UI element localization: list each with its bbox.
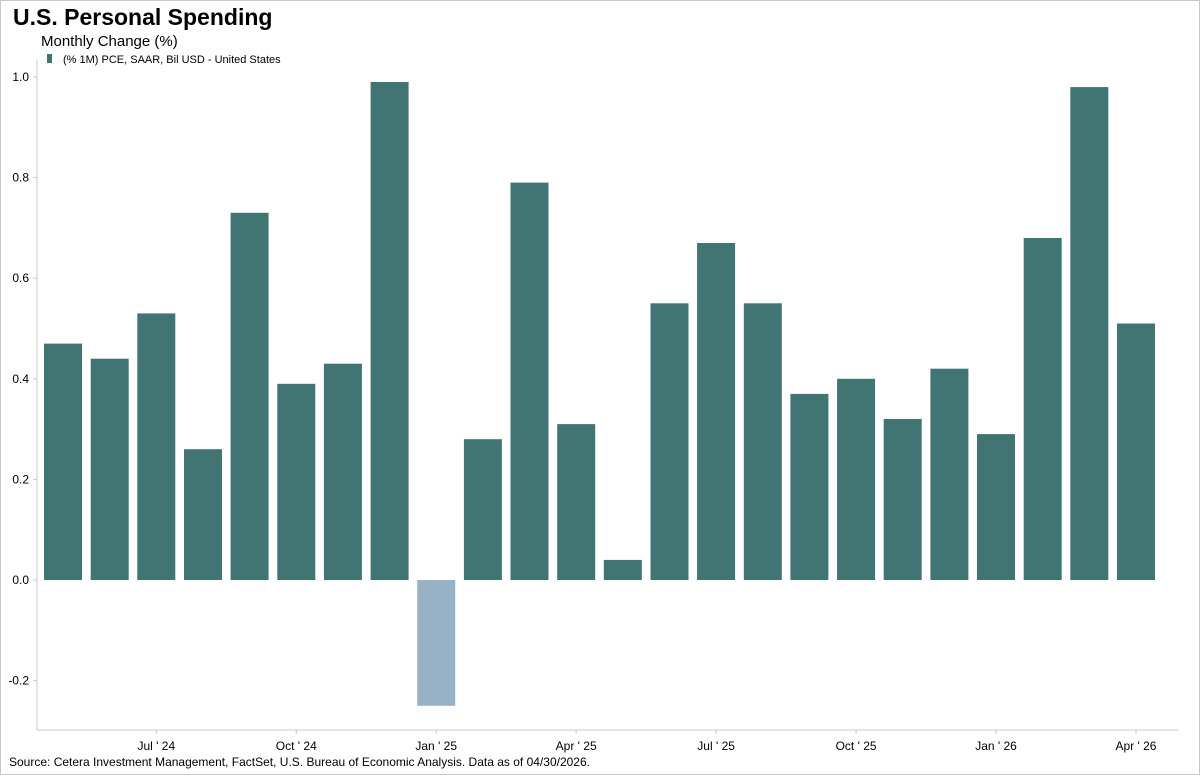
bar-feb-26 [1023,238,1062,580]
bar-nov-25 [883,419,922,580]
x-tick-label: Jul ' 25 [697,739,735,753]
y-tick-label: 0.8 [12,171,29,185]
y-tick-label: 0.4 [12,372,29,386]
bar-dec-24 [370,82,409,580]
y-tick-label: 0.2 [12,472,29,486]
source-note: Source: Cetera Investment Management, Fa… [9,755,590,769]
bar-jul-25 [697,243,736,580]
chart-title: U.S. Personal Spending [13,4,273,30]
bar-mar-26 [1070,87,1109,580]
bar-aug-25 [743,303,782,580]
x-axis-ticks: Jul ' 24 Oct ' 24 Jan ' 25 Apr ' 25 Jul ' 25… [137,730,1157,753]
legend-swatch [47,54,52,63]
bar-jul-24 [137,313,176,580]
x-tick-label: Oct ' 25 [836,739,877,753]
bar-aug-24 [184,449,222,580]
legend: (% 1M) PCE, SAAR, Bil USD - United State… [47,54,281,66]
x-tick-label: Jul ' 24 [137,739,175,753]
bar-oct-24 [277,383,316,580]
bar-jun-25 [650,303,689,580]
legend-label: (% 1M) PCE, SAAR, Bil USD - United State… [63,54,281,66]
bar-jan-25 [417,580,456,706]
x-tick-label: Oct ' 24 [276,739,317,753]
bar-feb-25 [463,439,502,580]
x-tick-label: Jan ' 25 [415,739,457,753]
bar-jan-26 [977,434,1015,580]
bar-may-25 [603,559,642,580]
x-tick-label: Apr ' 26 [1116,739,1157,753]
bar-oct-25 [837,378,876,580]
bar-apr-25 [557,424,596,580]
bar-dec-25 [930,368,969,580]
bar-apr-26 [1117,323,1155,580]
bars [44,82,1155,706]
bar-may-24 [44,343,82,580]
bar-jun-24 [90,358,129,580]
bar-mar-25 [510,182,549,580]
bar-sep-24 [230,212,269,581]
x-tick-label: Jan ' 26 [975,739,1017,753]
y-axis-ticks: 1.0 0.8 0.6 0.4 0.2 0.0 -0.2 [8,70,37,688]
y-tick-label: 1.0 [12,70,29,84]
axes [36,60,1178,731]
y-tick-label: 0.6 [12,271,29,285]
chart-subtitle: Monthly Change (%) [41,33,178,50]
x-tick-label: Apr ' 25 [556,739,597,753]
y-tick-label: -0.2 [8,674,29,688]
bar-nov-24 [323,363,362,580]
y-tick-label: 0.0 [12,573,29,587]
bar-sep-25 [790,393,829,580]
